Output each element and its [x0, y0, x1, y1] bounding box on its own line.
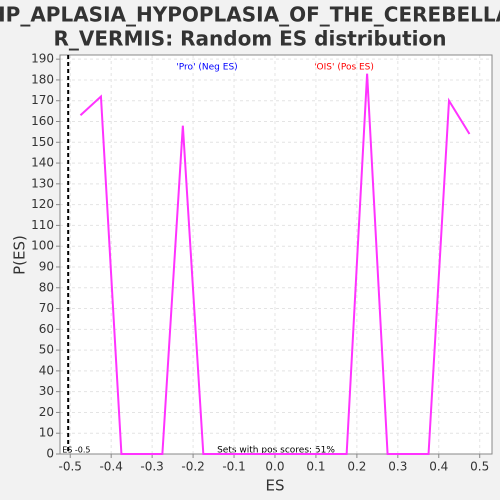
y-tick-label: 120	[31, 197, 54, 211]
y-axis-label: P(ES)	[11, 235, 29, 275]
x-tick-label: 0.2	[347, 460, 366, 474]
y-tick-label: 190	[31, 52, 54, 66]
pos-label: 'OIS' (Pos ES)	[314, 63, 374, 73]
plot-area	[60, 55, 492, 454]
footer-note: Sets with pos scores: 51%	[217, 446, 335, 456]
y-tick-label: 80	[39, 280, 54, 294]
data-line	[79, 73, 471, 455]
x-tick-label: 0.1	[306, 460, 325, 474]
es-marker-label: ES -0.5	[62, 446, 90, 455]
neg-label: 'Pro' (Neg ES)	[176, 63, 237, 73]
y-tick-label: 160	[31, 114, 54, 128]
chart-title: HP_APLASIA_HYPOPLASIA_OF_THE_CEREBELLA	[0, 3, 500, 27]
x-tick-label: 0.5	[470, 460, 489, 474]
y-tick-label: 0	[46, 447, 54, 461]
x-axis-label: ES	[266, 477, 285, 495]
y-tick-label: 40	[39, 363, 54, 377]
y-tick-label: 30	[39, 384, 54, 398]
y-tick-label: 10	[39, 426, 54, 440]
x-tick-label: 0.4	[429, 460, 448, 474]
x-tick-label: -0.3	[140, 460, 163, 474]
chart-title: R_VERMIS: Random ES distribution	[54, 27, 447, 51]
y-tick-label: 110	[31, 218, 54, 232]
y-tick-label: 60	[39, 322, 54, 336]
y-tick-label: 180	[31, 72, 54, 86]
x-tick-label: -0.4	[99, 460, 122, 474]
y-tick-label: 130	[31, 176, 54, 190]
y-tick-label: 70	[39, 301, 54, 315]
x-tick-label: -0.5	[59, 460, 82, 474]
x-tick-label: 0.0	[265, 460, 284, 474]
y-tick-label: 20	[39, 405, 54, 419]
x-tick-label: -0.1	[222, 460, 245, 474]
y-tick-label: 90	[39, 259, 54, 273]
x-tick-label: -0.2	[181, 460, 204, 474]
y-tick-label: 100	[31, 239, 54, 253]
y-tick-label: 50	[39, 343, 54, 357]
x-tick-label: 0.3	[388, 460, 407, 474]
y-tick-label: 150	[31, 135, 54, 149]
y-tick-label: 170	[31, 93, 54, 107]
y-tick-label: 140	[31, 156, 54, 170]
